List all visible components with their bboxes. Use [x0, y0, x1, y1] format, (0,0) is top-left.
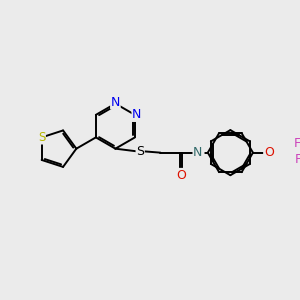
Text: N: N — [111, 96, 120, 109]
Text: S: S — [38, 131, 45, 144]
Text: O: O — [264, 146, 274, 159]
Text: O: O — [176, 169, 186, 182]
Text: S: S — [136, 145, 144, 158]
Text: F: F — [295, 153, 300, 167]
Text: N: N — [132, 108, 142, 122]
Text: F: F — [293, 137, 300, 150]
Text: N: N — [193, 146, 203, 159]
Text: H: H — [196, 145, 204, 155]
